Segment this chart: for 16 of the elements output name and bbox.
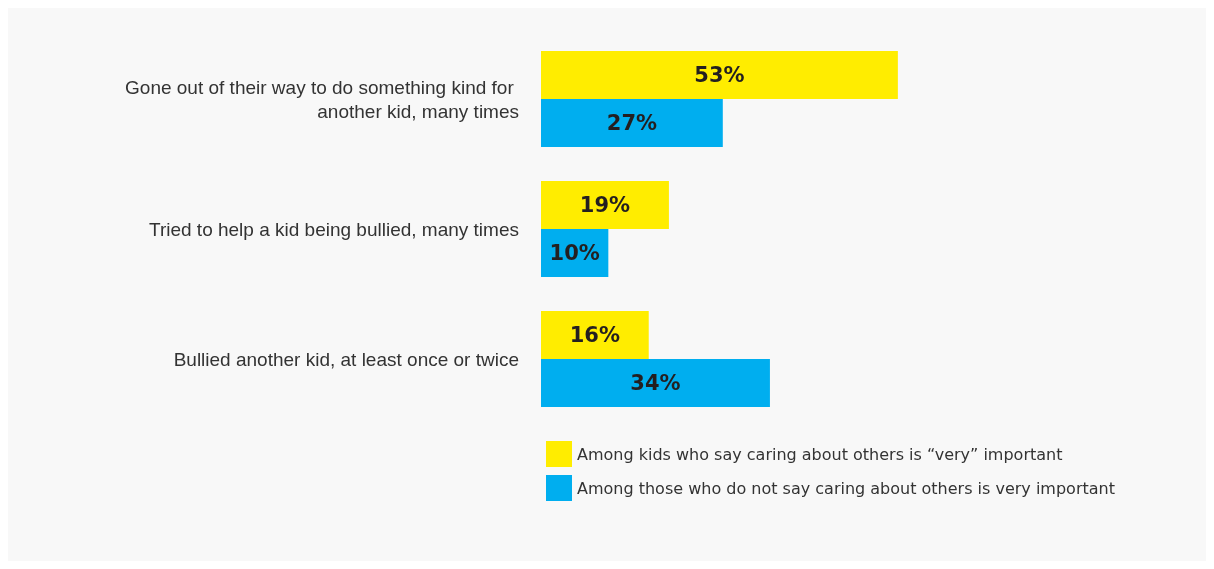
data-label: 16% bbox=[569, 323, 620, 347]
data-label: 19% bbox=[579, 193, 631, 217]
legend-label: Among those who do not say caring about others is very important bbox=[577, 478, 1115, 498]
bar bbox=[541, 99, 723, 147]
data-label: 53% bbox=[694, 63, 745, 87]
y-tick-label: Gone out of their way to do something kind for another kid, many times bbox=[125, 76, 519, 122]
bar bbox=[541, 51, 898, 99]
bar bbox=[541, 359, 770, 407]
y-tick-label: Tried to help a kid being bullied, many times bbox=[149, 218, 519, 240]
data-label: 10% bbox=[549, 241, 600, 265]
y-tick-label: Bullied another kid, at least once or twice bbox=[173, 348, 519, 370]
data-label: 34% bbox=[630, 371, 681, 395]
bar bbox=[541, 311, 649, 359]
legend-label: Among kids who say caring about others is “very” important bbox=[577, 444, 1063, 464]
bar bbox=[541, 181, 669, 229]
data-label: 27% bbox=[606, 111, 658, 135]
